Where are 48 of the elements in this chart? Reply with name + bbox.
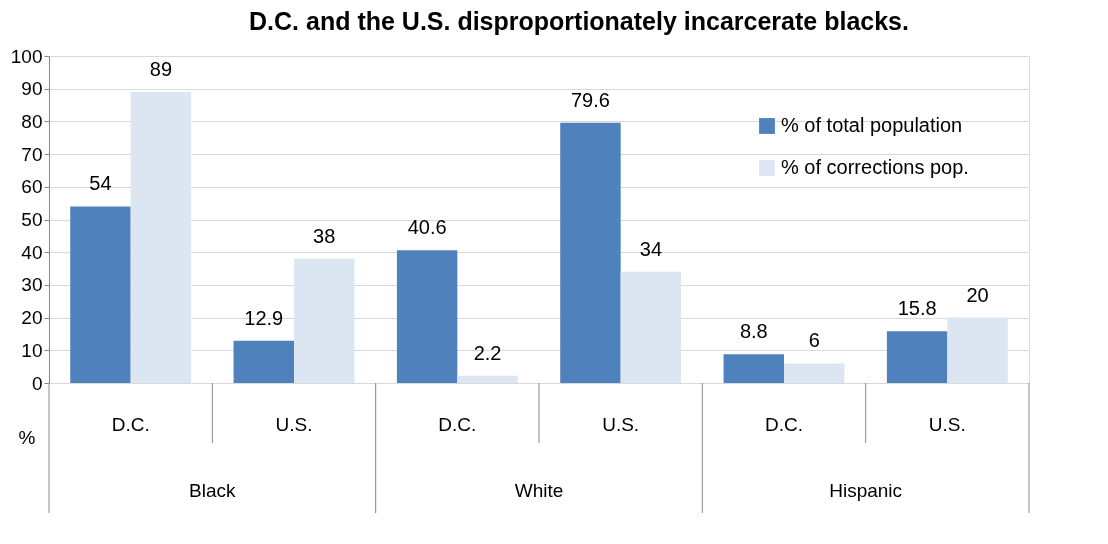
data-label: 12.9 bbox=[244, 306, 284, 329]
y-axis-title: % bbox=[18, 427, 36, 448]
y-tick-label: 20 bbox=[21, 307, 43, 329]
chart-title: D.C. and the U.S. disproportionately incarcerate blacks. bbox=[249, 7, 909, 35]
y-tick-label: 30 bbox=[21, 274, 43, 296]
data-label: 8.8 bbox=[739, 320, 768, 343]
x-tick-label: D.C. bbox=[438, 414, 477, 435]
y-tick-label: 70 bbox=[21, 143, 43, 165]
text: Black bbox=[189, 480, 237, 501]
data-label: 20 bbox=[966, 283, 989, 306]
bar bbox=[886, 331, 948, 383]
text: Hispanic bbox=[829, 480, 903, 501]
bar bbox=[233, 340, 294, 383]
bar bbox=[560, 122, 621, 383]
data-label: 40.6 bbox=[407, 216, 447, 239]
y-tick-label: 60 bbox=[21, 176, 43, 198]
bar bbox=[947, 317, 1008, 383]
x-tick-label: U.S. bbox=[602, 414, 640, 435]
bar bbox=[294, 258, 355, 383]
x-tick-label: D.C. bbox=[111, 414, 150, 435]
y-tick-label: 80 bbox=[21, 110, 43, 132]
y-tick-label: 10 bbox=[21, 339, 43, 361]
bar bbox=[620, 271, 682, 383]
y-tick-label: 90 bbox=[21, 78, 43, 100]
bar bbox=[70, 206, 131, 383]
y-tick-label: 0 bbox=[31, 372, 43, 394]
data-label: 54 bbox=[89, 172, 112, 195]
bar bbox=[457, 375, 518, 383]
x-tick-label: U.S. bbox=[928, 414, 966, 435]
data-label: 38 bbox=[313, 224, 336, 247]
legend-label: % of corrections pop. bbox=[781, 156, 969, 178]
y-tick-label: 100 bbox=[10, 45, 43, 67]
data-label: 2.2 bbox=[473, 341, 502, 364]
bar bbox=[396, 250, 458, 383]
y-tick-label: 50 bbox=[21, 209, 43, 230]
y-tick-label: 40 bbox=[21, 241, 43, 263]
x-tick-label: D.C. bbox=[765, 414, 803, 435]
data-label: 15.8 bbox=[897, 297, 937, 320]
text: White bbox=[514, 480, 564, 501]
legend-label: % of total population bbox=[781, 114, 963, 136]
data-label: 89 bbox=[149, 57, 173, 80]
data-label: 79.6 bbox=[570, 88, 610, 111]
x-tick-label: U.S. bbox=[275, 414, 313, 435]
bar bbox=[784, 363, 845, 383]
data-label: 6 bbox=[808, 329, 820, 352]
bar bbox=[130, 91, 192, 383]
bar bbox=[723, 354, 784, 383]
data-label: 34 bbox=[639, 237, 663, 260]
